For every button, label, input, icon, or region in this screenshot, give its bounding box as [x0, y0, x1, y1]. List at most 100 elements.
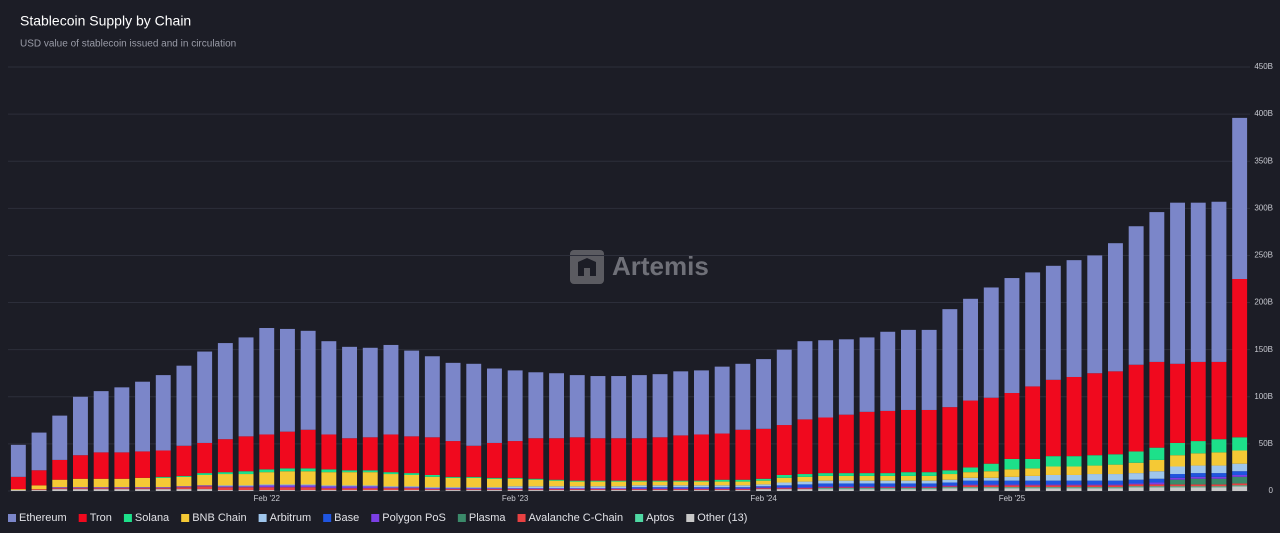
bar-segment — [838, 339, 854, 415]
bar-segment — [880, 487, 896, 489]
bar-segment — [900, 475, 916, 481]
bar-segment — [300, 490, 316, 491]
bar-segment — [921, 488, 937, 490]
bar-segment — [362, 490, 378, 491]
legend-swatch — [517, 514, 526, 522]
bar-segment — [1149, 484, 1165, 487]
bar-segment — [321, 434, 337, 470]
bar-segment — [590, 376, 606, 439]
bar-segment — [549, 438, 565, 480]
bar-segment — [569, 490, 585, 491]
bar-segment — [238, 337, 254, 437]
bar-segment — [197, 474, 213, 486]
bar-segment — [611, 489, 627, 491]
bar-segment — [880, 480, 896, 484]
bar-segment — [362, 437, 378, 471]
bar-segment — [590, 480, 606, 482]
bar-segment — [238, 436, 254, 472]
bar-segment — [1170, 486, 1186, 488]
y-tick-label: 250B — [1254, 251, 1273, 260]
bar-segment — [155, 477, 171, 488]
bar-segment — [1149, 486, 1165, 488]
bar-segment — [1211, 439, 1227, 453]
bar-segment — [838, 489, 854, 491]
bar-segment — [693, 488, 709, 490]
bar-segment — [279, 490, 295, 491]
bar-segment — [259, 327, 275, 435]
legend-swatch — [457, 514, 466, 522]
bar-segment — [714, 489, 730, 491]
bar-segment — [507, 490, 523, 491]
bar-segment — [859, 475, 875, 481]
bar-segment — [466, 445, 482, 477]
bar-segment — [1025, 272, 1041, 387]
bar-segment — [797, 484, 813, 488]
bar-segment — [1045, 484, 1061, 486]
bar-segment — [217, 472, 233, 475]
bar-segment — [569, 437, 585, 481]
bar-segment — [52, 459, 68, 480]
bar-segment — [983, 487, 999, 489]
bar-segment — [1232, 483, 1248, 486]
bar-segment — [1004, 487, 1020, 489]
bar-segment — [983, 471, 999, 478]
bar-segment — [652, 481, 668, 486]
bar-segment — [1128, 226, 1144, 365]
bar-segment — [983, 488, 999, 491]
bar-segment — [176, 476, 192, 487]
bar-segment — [72, 396, 88, 456]
bar-segment — [900, 487, 916, 489]
bar-segment — [176, 365, 192, 446]
bar-segment — [1066, 485, 1082, 488]
bar-segment — [1211, 201, 1227, 362]
bar-segment — [52, 488, 68, 490]
bar-segment — [1170, 442, 1186, 456]
bar-segment — [1170, 455, 1186, 467]
bar-segment — [818, 417, 834, 474]
bar-segment — [424, 356, 440, 438]
bar-segment — [983, 477, 999, 481]
bar-segment — [900, 409, 916, 473]
bar-segment — [652, 489, 668, 491]
bar-segment — [631, 487, 647, 489]
bar-segment — [342, 472, 358, 486]
bar-segment — [321, 341, 337, 435]
bar-segment — [486, 487, 502, 489]
bar-segment — [135, 451, 151, 478]
bar-segment — [1232, 485, 1248, 487]
bar-segment — [963, 484, 979, 486]
bar-segment — [797, 487, 813, 489]
bar-segment — [900, 472, 916, 476]
bar-segment — [155, 489, 171, 491]
bar-segment — [259, 484, 275, 486]
x-tick-label: Feb '24 — [750, 494, 777, 503]
bar-segment — [486, 478, 502, 488]
bar-segment — [818, 489, 834, 491]
bar-segment — [1087, 480, 1103, 485]
bar-segment — [52, 487, 68, 489]
bar-segment — [1149, 482, 1165, 485]
bar-segment — [155, 375, 171, 451]
bar-segment — [963, 487, 979, 489]
bar-segment — [963, 400, 979, 468]
bar-segment — [900, 483, 916, 487]
bar-segment — [1211, 361, 1227, 440]
bar-segment — [259, 490, 275, 491]
bar-segment — [238, 485, 254, 487]
bar-segment — [1170, 363, 1186, 443]
bar-segment — [445, 362, 461, 442]
bar-segment — [611, 488, 627, 490]
bar-segment — [259, 469, 275, 473]
bar-segment — [300, 484, 316, 486]
bar-segment — [114, 452, 130, 479]
bar-segment — [942, 309, 958, 408]
bar-segment — [838, 473, 854, 476]
bar-segment — [631, 485, 647, 488]
bar-segment — [1025, 386, 1041, 459]
bar-segment — [838, 480, 854, 484]
bar-segment — [714, 433, 730, 480]
bar-segment — [652, 488, 668, 490]
bar-segment — [673, 481, 689, 486]
bar-segment — [155, 476, 171, 478]
bar-segment — [197, 489, 213, 491]
